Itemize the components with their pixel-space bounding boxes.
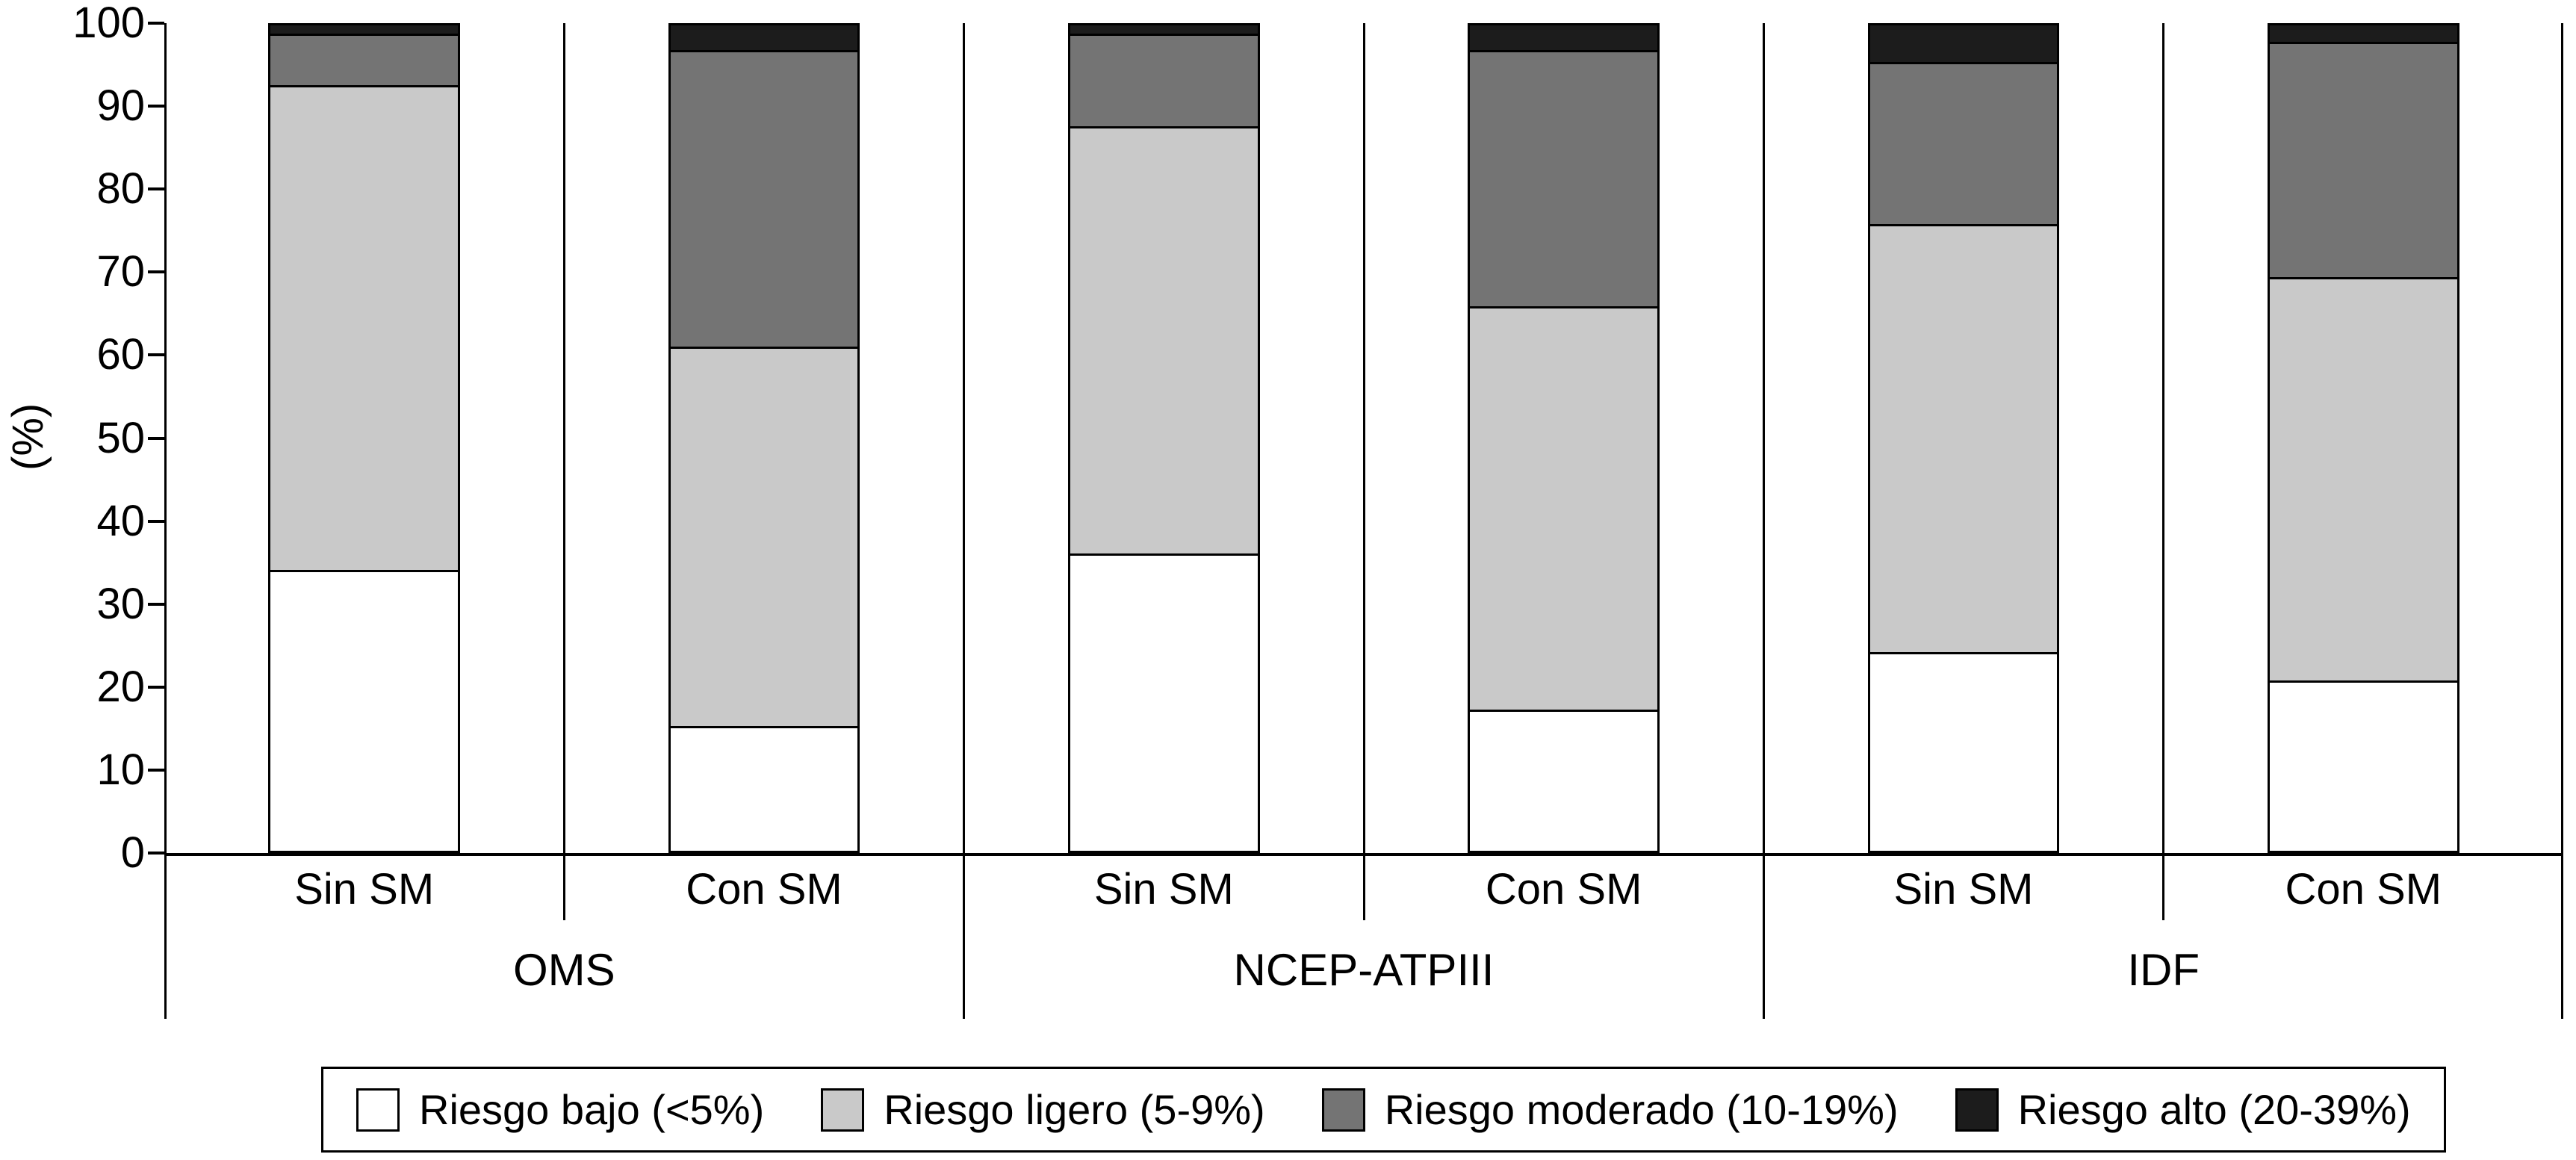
stacked-bar — [1067, 23, 1260, 853]
y-tick-label: 20 — [96, 662, 145, 711]
y-tick-label: 30 — [96, 579, 145, 628]
y-axis-line — [164, 23, 167, 853]
legend-label: Riesgo ligero (5-9%) — [884, 1086, 1265, 1133]
stacked-bar — [1468, 23, 1660, 853]
y-tick-label: 40 — [96, 496, 145, 545]
y-tick-label: 0 — [120, 828, 145, 877]
y-tick-label: 100 — [72, 0, 145, 47]
category-label: Con SM — [686, 864, 842, 914]
bar-segment — [670, 49, 858, 347]
legend-swatch — [1321, 1088, 1365, 1132]
plot-area: 0 10 20 30 40 50 60 70 80 90 100 — [72, 0, 2563, 877]
category-label: Con SM — [2285, 864, 2442, 914]
bar-slot — [964, 23, 1364, 853]
separator-line — [1762, 23, 1765, 853]
y-tick-label: 10 — [96, 745, 145, 794]
y-tick-mark — [148, 436, 164, 440]
bar-segment — [1470, 305, 1658, 710]
bar-segment — [670, 725, 858, 851]
legend-swatch — [1955, 1088, 1999, 1132]
bar-segment — [270, 570, 459, 851]
bar-segment — [2269, 41, 2457, 278]
bar-segment — [1869, 224, 2058, 652]
bar-slot — [2164, 23, 2563, 853]
y-tick-label: 80 — [96, 164, 145, 214]
y-tick-label: 50 — [96, 413, 145, 462]
category-label-row: Sin SM Con SM Sin SM Con SM Sin SM Con SM — [164, 856, 2563, 922]
bar-segment — [1070, 125, 1258, 554]
bar-segment — [270, 25, 459, 34]
legend-swatch — [356, 1088, 400, 1132]
y-tick-mark — [148, 105, 164, 108]
stacked-bar — [1867, 23, 2060, 853]
bar-segment — [1470, 49, 1658, 306]
stacked-bar — [2267, 23, 2459, 853]
y-tick-label: 70 — [96, 247, 145, 297]
group-label: NCEP-ATPIII — [1233, 944, 1495, 995]
group-label: IDF — [2127, 944, 2200, 995]
separator-line — [2561, 23, 2563, 853]
y-tick-mark — [148, 602, 164, 606]
y-tick-label: 60 — [96, 330, 145, 379]
bar-segment — [1070, 553, 1258, 851]
y-tick-mark — [148, 852, 164, 855]
separator-line — [2162, 23, 2165, 853]
category-label: Sin SM — [294, 864, 435, 914]
y-tick-mark — [148, 22, 164, 25]
group-label-row: OMS NCEP-ATPIII IDF — [164, 922, 2563, 1017]
category-label: Con SM — [1485, 864, 1642, 914]
bar-segment — [2269, 277, 2457, 681]
bar-segment — [1070, 25, 1258, 34]
legend-item: Riesgo alto (20-39%) — [1955, 1085, 2411, 1134]
y-tick-mark — [148, 270, 164, 274]
legend-label: Riesgo alto (20-39%) — [2017, 1086, 2411, 1133]
y-tick-mark — [148, 519, 164, 523]
bar-segment — [670, 347, 858, 726]
stacked-bar — [268, 23, 461, 853]
bar-slot — [1364, 23, 1763, 853]
bar-slot — [1763, 23, 2163, 853]
legend-label: Riesgo bajo (<5%) — [419, 1086, 765, 1133]
bar-segment — [1869, 25, 2058, 63]
legend-item: Riesgo ligero (5-9%) — [821, 1085, 1265, 1134]
separator-line — [562, 23, 565, 853]
legend-item: Riesgo moderado (10-19%) — [1321, 1085, 1899, 1134]
bar-segment — [2269, 680, 2457, 851]
group-label: OMS — [513, 944, 615, 995]
separator-line — [963, 23, 966, 853]
y-tick-label: 90 — [96, 81, 145, 131]
legend-label: Riesgo moderado (10-19%) — [1384, 1086, 1899, 1133]
bar-segment — [1869, 651, 2058, 851]
category-label: Sin SM — [1093, 864, 1234, 914]
y-tick-mark — [148, 353, 164, 357]
bar-segment — [270, 84, 459, 571]
y-tick-mark — [148, 768, 164, 772]
bar-segment — [1070, 33, 1258, 126]
bar-segment — [1470, 25, 1658, 50]
legend: Riesgo bajo (<5%) Riesgo ligero (5-9%) Rie… — [321, 1067, 2446, 1153]
bar-segment — [270, 33, 459, 85]
bar-segment — [1470, 709, 1658, 851]
stacked-bar — [668, 23, 860, 853]
legend-swatch — [821, 1088, 865, 1132]
bar-segment — [670, 25, 858, 50]
bar-segment — [2269, 25, 2457, 42]
bar-segment — [1869, 62, 2058, 225]
y-tick-mark — [148, 685, 164, 689]
bar-slot — [564, 23, 963, 853]
separator-line — [1362, 23, 1365, 853]
category-label: Sin SM — [1893, 864, 2034, 914]
bar-slot — [164, 23, 564, 853]
legend-item: Riesgo bajo (<5%) — [356, 1085, 764, 1134]
y-tick-mark — [148, 187, 164, 191]
